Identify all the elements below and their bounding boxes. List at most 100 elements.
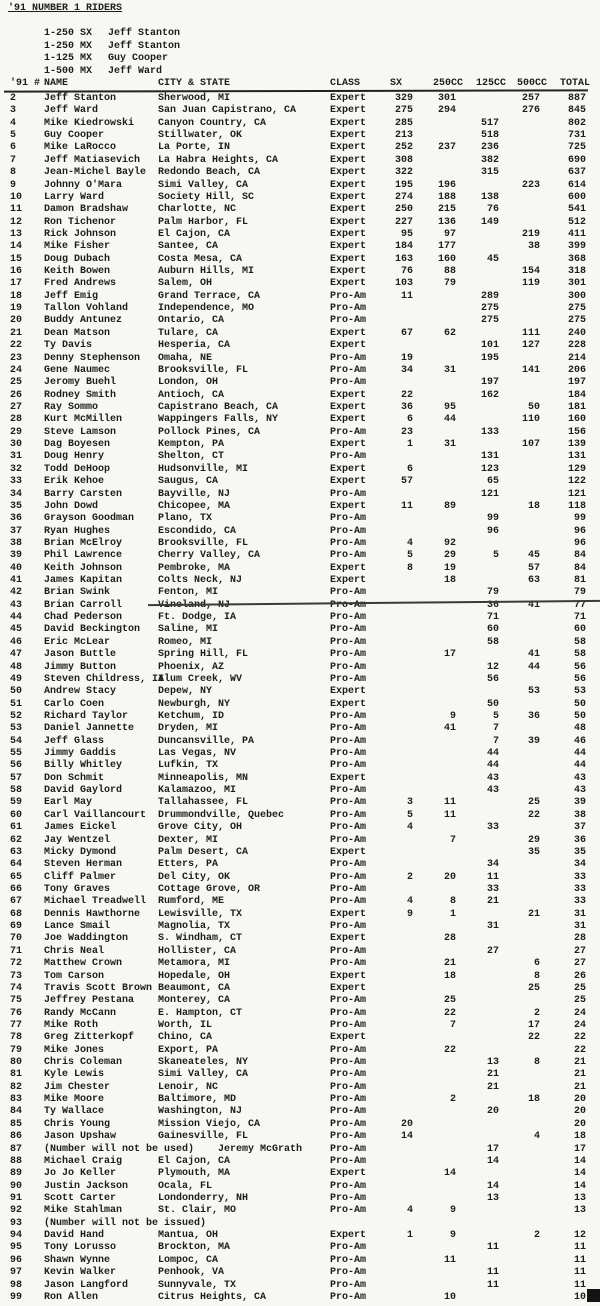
points-250cc: 188 <box>437 191 456 203</box>
points-250cc <box>413 118 456 130</box>
rider-name: Mike Moore <box>44 1094 105 1106</box>
rider-name: Michael Craig <box>44 1155 123 1167</box>
points-total: 368 <box>567 253 586 265</box>
rider-city: Santee, CA <box>158 241 219 253</box>
points-250cc: 7 <box>449 834 456 846</box>
table-row: 8 Jean-Michel Bayle Redondo Beach, CA Exper… <box>0 167 586 179</box>
points-500cc: 57 <box>527 562 540 574</box>
rider-number: 81 <box>10 1069 23 1081</box>
points-500cc: 119 <box>521 278 540 290</box>
rider-name: Scott Carter <box>44 1192 117 1204</box>
rider-name: Mike Stahlman <box>44 1205 123 1217</box>
rider-name: Fred Andrews <box>44 278 117 290</box>
rider-city: Brooksville, FL <box>158 537 249 549</box>
points-250cc <box>413 303 456 315</box>
points-250cc: 20 <box>443 871 456 883</box>
rider-number: 9 <box>10 179 17 191</box>
rider-class: Pro-Am <box>330 649 367 661</box>
rider-city: Gainesville, FL <box>158 1131 249 1143</box>
rider-class: Pro-Am <box>330 426 367 438</box>
rider-name: Mike Fisher <box>44 241 111 253</box>
rider-number: 39 <box>10 550 23 562</box>
table-row: 59 Earl May Tallahassee, FL Pro-Am 3 11 25 39 <box>0 797 586 809</box>
rider-class: Expert <box>330 142 367 154</box>
points-250cc: 25 <box>443 995 456 1007</box>
points-125cc: 50 <box>486 698 499 710</box>
rider-class: Pro-Am <box>330 1057 367 1069</box>
points-sx <box>388 674 413 686</box>
points-500cc <box>499 155 540 167</box>
rider-number: 51 <box>10 698 23 710</box>
rider-name: Earl May <box>44 797 93 809</box>
points-500cc: 50 <box>527 401 540 413</box>
rider-name: Michael Treadwell <box>44 896 147 908</box>
points-total: 318 <box>567 266 586 278</box>
rider-city: Kalamazoo, MI <box>158 785 237 797</box>
points-sx <box>388 933 413 945</box>
rider-class: Pro-Am <box>330 1007 367 1019</box>
points-250cc <box>413 760 456 772</box>
points-sx: 22 <box>400 389 413 401</box>
rider-class: Expert <box>330 1168 367 1180</box>
points-125cc <box>456 241 499 253</box>
points-125cc <box>456 1168 499 1180</box>
table-row: 91 Scott Carter Londonderry, NH Pro-Am 13 13 <box>0 1193 586 1205</box>
table-row: 48 Jimmy Button Phoenix, AZ Pro-Am 12 44 56 <box>0 662 586 674</box>
rider-name: Jason Upshaw <box>44 1131 117 1143</box>
table-row: 60 Carl Vaillancourt Drummondville, Quebec… <box>0 810 586 822</box>
points-250cc: 9 <box>449 1230 456 1242</box>
table-row: 47 Jason Buttle Spring Hill, FL Pro-Am 17 41 5… <box>0 649 586 661</box>
table-row: 45 David Beckington Saline, MI Pro-Am 60 60 <box>0 624 586 636</box>
rider-number: 63 <box>10 846 23 858</box>
table-row: 40 Keith Johnson Pembroke, MA Expert 8 19 57 84 <box>0 563 586 575</box>
rider-number: 28 <box>10 414 23 426</box>
rider-number: 49 <box>10 673 23 685</box>
rider-number: 71 <box>10 945 23 957</box>
rider-name: Grayson Goodman <box>44 513 135 525</box>
points-sx: 2 <box>406 871 413 883</box>
points-500cc <box>499 303 540 315</box>
points-250cc: 97 <box>443 228 456 240</box>
points-250cc <box>413 785 456 797</box>
rider-number: 48 <box>10 661 23 673</box>
champion-line: 1-500 MX Jeff Ward <box>8 53 180 77</box>
points-total: 96 <box>573 537 586 549</box>
points-500cc <box>499 254 540 266</box>
table-row: 64 Steven Herman Etters, PA Pro-Am 34 34 <box>0 859 586 871</box>
table-row: 75 Jeffrey Pestana Monterey, CA Pro-Am 25 25 <box>0 995 586 1007</box>
points-125cc <box>456 1205 499 1217</box>
points-250cc: 79 <box>443 278 456 290</box>
points-sx <box>388 1242 413 1254</box>
riders-standings-table: 2 Jeff Stanton Sherwood, MI Expert 329 301 257… <box>0 93 586 1304</box>
rider-city: Canyon Country, CA <box>158 117 267 129</box>
points-500cc <box>499 921 540 933</box>
rider-class: Pro-Am <box>330 624 367 636</box>
table-row: 22 Ty Davis Hesperia, CA Expert 101 127 228 <box>0 340 586 352</box>
rider-number: 14 <box>10 241 23 253</box>
rider-city: Magnolia, TX <box>158 921 231 933</box>
points-sx: 14 <box>400 1131 413 1143</box>
table-row: 86 Jason Upshaw Gainesville, FL Pro-Am 14 4 18 <box>0 1131 586 1143</box>
points-125cc <box>456 909 499 921</box>
table-row: 89 Jo Jo Keller Plymouth, MA Expert 14 14 <box>0 1168 586 1180</box>
points-250cc <box>413 1144 456 1156</box>
rider-number: 17 <box>10 278 23 290</box>
rider-class: Expert <box>330 130 367 142</box>
points-500cc <box>499 1205 540 1217</box>
points-500cc: 41 <box>527 599 540 611</box>
points-125cc: 518 <box>480 130 499 142</box>
points-250cc <box>413 130 456 142</box>
points-sx: 195 <box>394 179 413 191</box>
rider-number: 38 <box>10 537 23 549</box>
rider-class: Expert <box>330 686 367 698</box>
points-500cc <box>499 142 540 154</box>
points-500cc <box>499 1119 540 1131</box>
points-sx <box>388 303 413 315</box>
points-125cc: 36 <box>486 599 499 611</box>
rider-city: Lompoc, CA <box>158 1254 219 1266</box>
rider-city: Fenton, MI <box>158 587 219 599</box>
table-row: 99 Ron Allen Citrus Heights, CA Pro-Am 10 10 <box>0 1292 586 1304</box>
rider-city: Alum Creek, WV <box>158 673 243 685</box>
rider-name: Johnny O'Mara <box>44 179 123 191</box>
table-row: 62 Jay Wentzel Dexter, MI Pro-Am 7 29 36 <box>0 835 586 847</box>
